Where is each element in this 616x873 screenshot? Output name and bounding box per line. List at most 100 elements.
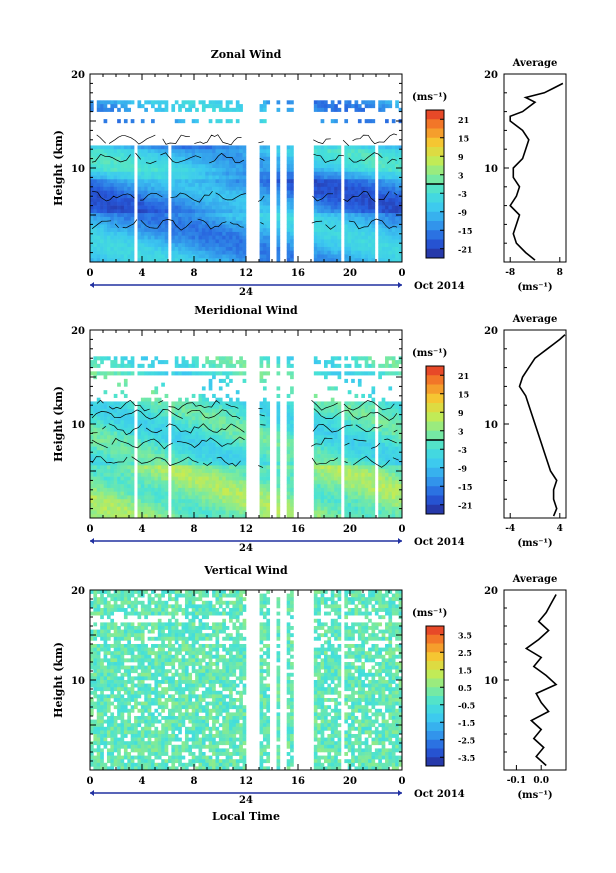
- heatmap-cell: [388, 152, 393, 158]
- heatmap-cell: [334, 168, 338, 173]
- heatmap-cell: [364, 476, 369, 481]
- heatmap-cell: [123, 491, 128, 496]
- heatmap-cell: [96, 405, 101, 410]
- heatmap-cell: [144, 231, 148, 236]
- heatmap-cell: [212, 220, 216, 225]
- heatmap-cell: [232, 250, 237, 255]
- heatmap-cell: [337, 484, 342, 489]
- heatmap-cell: [181, 371, 186, 376]
- heatmap-cell: [354, 469, 359, 474]
- heatmap-cell: [364, 235, 369, 240]
- heatmap-cell: [320, 401, 325, 406]
- heatmap-cell: [201, 476, 206, 481]
- heatmap-cell: [117, 164, 121, 169]
- heatmap-cell: [357, 250, 362, 255]
- heatmap-cell: [364, 446, 369, 451]
- heatmap-cell: [398, 152, 403, 158]
- heatmap-cell: [123, 190, 128, 195]
- heatmap-cell: [154, 250, 159, 255]
- heatmap-cell: [96, 156, 101, 161]
- heatmap-cell: [391, 201, 396, 206]
- heatmap-cell: [164, 100, 169, 105]
- heatmap-cell: [235, 484, 240, 489]
- heatmap-cell: [188, 408, 193, 414]
- heatmap-cell: [181, 194, 186, 199]
- heatmap-cell: [354, 356, 359, 361]
- heatmap-cell: [357, 454, 362, 459]
- heatmap-cell: [205, 224, 209, 229]
- heatmap-cell: [93, 216, 98, 221]
- heatmap-cell: [151, 465, 155, 470]
- heatmap-cell: [232, 258, 237, 263]
- heatmap-cell: [198, 175, 203, 180]
- heatmap-cell: [208, 175, 213, 180]
- heatmap-cell: [140, 510, 145, 515]
- heatmap-cell: [212, 258, 216, 263]
- heatmap-cell: [347, 401, 352, 406]
- heatmap-cell: [174, 145, 179, 150]
- heatmap-cell: [140, 454, 145, 459]
- heatmap-cell: [215, 168, 220, 173]
- heatmap-cell: [157, 420, 162, 425]
- heatmap-cell: [181, 356, 186, 361]
- heatmap-cell: [201, 168, 206, 173]
- heatmap-cell: [266, 363, 271, 368]
- heatmap-cell: [235, 243, 240, 248]
- heatmap-cell: [361, 465, 365, 470]
- heatmap-cell: [239, 506, 243, 511]
- heatmap-cell: [140, 171, 145, 176]
- heatmap-cell: [117, 235, 121, 240]
- heatmap-cell: [161, 220, 165, 225]
- colorbar-tick-label: 9: [458, 152, 464, 162]
- heatmap-cell: [106, 149, 111, 154]
- heatmap-cell: [225, 119, 230, 124]
- heatmap-cell: [259, 484, 264, 489]
- heatmap-cell: [259, 476, 264, 481]
- heatmap-cell: [120, 476, 125, 481]
- heatmap-cell: [222, 186, 226, 191]
- heatmap-cell: [371, 439, 376, 444]
- heatmap-cell: [208, 250, 213, 255]
- heatmap-cell: [354, 160, 359, 165]
- heatmap-cell: [222, 183, 226, 188]
- heatmap-cell: [130, 480, 135, 485]
- heatmap-cell: [391, 183, 396, 188]
- heatmap-cell: [313, 216, 318, 221]
- heatmap-cell: [127, 363, 131, 368]
- heatmap-cell: [266, 499, 271, 504]
- heatmap-cell: [96, 442, 101, 447]
- heatmap-cell: [215, 164, 220, 169]
- heatmap-cell: [212, 224, 216, 229]
- heatmap-cell: [259, 375, 264, 380]
- heatmap-cell: [364, 363, 369, 368]
- heatmap-cell: [290, 431, 294, 436]
- heatmap-cell: [327, 401, 332, 406]
- heatmap-cell: [171, 371, 176, 376]
- heatmap-cell: [320, 246, 325, 252]
- heatmap-cell: [262, 502, 267, 508]
- heatmap-cell: [191, 231, 196, 236]
- heatmap-cell: [137, 461, 142, 466]
- heatmap-cell: [229, 213, 233, 218]
- heatmap-cell: [354, 209, 359, 214]
- heatmap-cell: [232, 254, 237, 259]
- heatmap-cell: [157, 450, 162, 455]
- heatmap-cell: [188, 168, 193, 173]
- heatmap-cell: [398, 209, 403, 214]
- heatmap-cell: [96, 228, 101, 233]
- heatmap-cell: [337, 224, 342, 229]
- heatmap-cell: [208, 510, 213, 515]
- heatmap-cell: [181, 502, 186, 508]
- heatmap-cell: [184, 506, 189, 511]
- heatmap-cell: [215, 487, 220, 492]
- heatmap-cell: [313, 412, 318, 417]
- heatmap-cell: [357, 224, 362, 229]
- heatmap-cell: [151, 152, 155, 158]
- heatmap-cell: [222, 231, 226, 236]
- heatmap-cell: [110, 469, 115, 474]
- heatmap-cell: [371, 104, 376, 109]
- heatmap-cell: [117, 491, 121, 496]
- heatmap-cell: [378, 231, 382, 236]
- heatmap-cell: [368, 506, 372, 511]
- heatmap-cell: [290, 186, 294, 191]
